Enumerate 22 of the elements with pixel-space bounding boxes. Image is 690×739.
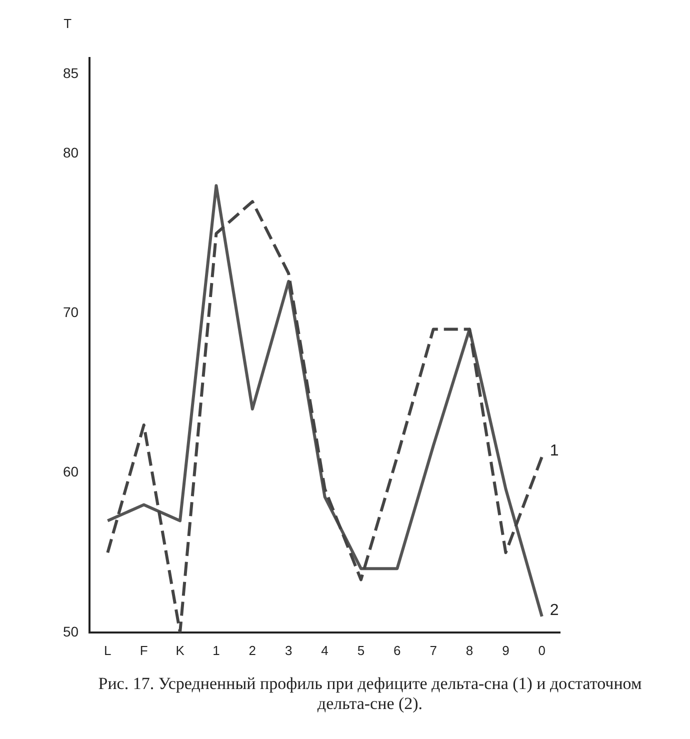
y-tick-label: 70 [62,304,79,320]
x-tick-label: K [176,642,185,658]
x-tick-label: 2 [248,642,256,658]
y-tick-label: 50 [62,623,79,640]
x-tick-label: 6 [394,642,401,658]
x-tick-label: 3 [284,642,292,658]
y-tick-label: 60 [62,464,79,480]
series-label: 1 [550,442,559,460]
y-tick-label: 80 [62,144,79,161]
y-axis-title: T [64,16,72,31]
text: Рис. 17. Усредненный профиль при дефиците дельта-сна (1) и достаточном дельта-сне (2). [97,674,643,714]
y-tick-label: 85 [62,64,79,81]
x-tick-label: 8 [466,642,474,658]
x-tick-label: 4 [321,642,328,658]
x-tick-label: 1 [212,642,220,658]
x-tick-label: 7 [430,642,437,658]
x-tick-label: 9 [502,642,510,658]
x-tick-label: 0 [538,642,546,658]
x-tick-label: F [140,642,148,658]
series-label: 2 [550,602,559,619]
x-tick-label: 5 [357,642,365,658]
x-tick-label: L [104,642,112,658]
